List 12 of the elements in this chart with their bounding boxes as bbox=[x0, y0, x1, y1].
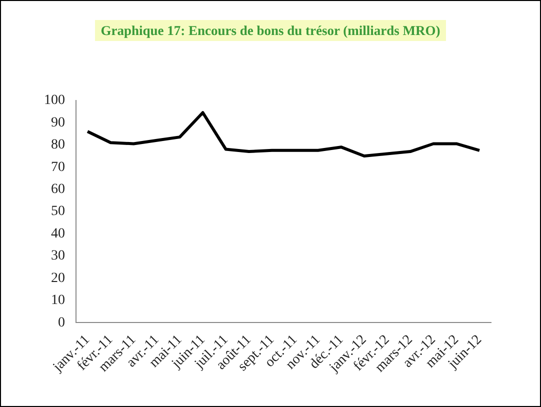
y-tick-label: 20 bbox=[51, 270, 65, 286]
y-tick-label: 10 bbox=[51, 293, 65, 308]
y-tick-label: 30 bbox=[51, 248, 65, 264]
y-tick-label: 50 bbox=[51, 204, 65, 220]
y-tick-label: 40 bbox=[51, 226, 65, 242]
y-tick-label: 70 bbox=[51, 160, 65, 175]
y-tick-label: 0 bbox=[58, 315, 65, 330]
chart-title: Graphique 17: Encours de bons du trésor (milliards MRO) bbox=[94, 20, 446, 41]
y-tick-label: 80 bbox=[51, 138, 65, 153]
y-tick-label: 60 bbox=[51, 182, 65, 197]
y-tick-label: 100 bbox=[44, 93, 65, 108]
y-tick-label: 90 bbox=[51, 115, 65, 130]
